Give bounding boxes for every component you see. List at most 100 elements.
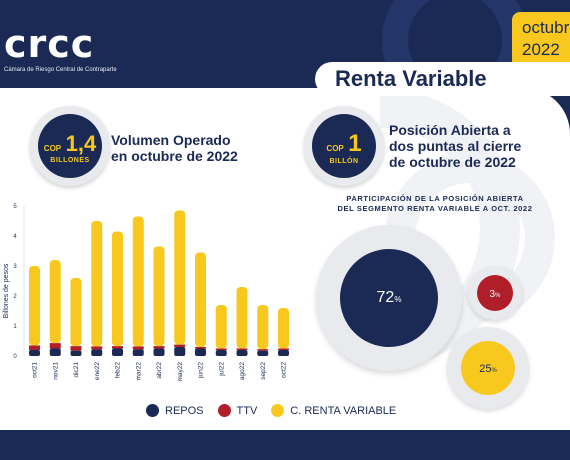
period-month: octubre: [522, 18, 570, 37]
ttv-share-unit: %: [495, 293, 501, 299]
y-tick-label: 4: [13, 234, 17, 240]
renta-share-value: 25: [479, 363, 492, 375]
bar-repos-ene22: [91, 349, 103, 356]
bar-c-renta-variable-may22: [174, 210, 186, 345]
bar-c-renta-variable-mar22: [132, 216, 144, 347]
x-tick-label: ene22: [94, 362, 101, 380]
legend-swatch-repos: [146, 404, 159, 417]
bar-ttv-jul22: [215, 348, 227, 350]
x-tick-label: sep22: [260, 362, 267, 380]
volume-title-line2: en octubre de 2022: [111, 148, 238, 164]
bar-c-renta-variable-jun22: [195, 252, 206, 347]
period-year: 2022: [522, 40, 560, 59]
y-tick-label: 1: [13, 324, 17, 330]
legend-label-repos: REPOS: [165, 404, 204, 417]
position-title-line1: Posición Abierta a: [389, 122, 511, 138]
legend-label-ttv: TTV: [236, 404, 258, 417]
bar-c-renta-variable-sep22: [257, 305, 269, 350]
bar-c-renta-variable-feb22: [112, 231, 123, 347]
legend-item-ttv: TTV: [217, 404, 258, 417]
volume-badge-currency: COP: [43, 144, 62, 153]
repos-share-value: 72: [376, 289, 395, 306]
x-tick-label: feb22: [115, 362, 122, 379]
brand: crcc Cámara de Riesgo Central de Contrap…: [4, 24, 117, 73]
renta-share-bubble: 25%: [447, 327, 529, 409]
repos-share-unit: %: [394, 295, 402, 304]
logo: crcc: [4, 22, 95, 66]
share-chart-title: PARTICIPACIÓN DE LA POSICIÓN ABIERTA DEL…: [300, 194, 570, 214]
bar-repos-dic21: [70, 350, 82, 356]
bar-repos-feb22: [112, 348, 123, 356]
bar-c-renta-variable-oct22: [278, 308, 289, 349]
bar-c-renta-variable-ago22: [236, 287, 248, 349]
bar-c-renta-variable-nov21: [49, 260, 61, 344]
x-tick-label: oct21: [32, 362, 39, 378]
volume-badge-unit: BILLONES: [50, 157, 90, 164]
bar-ttv-mar22: [132, 346, 144, 350]
repos-share-bubble: 72%: [316, 225, 462, 371]
bar-ttv-ene22: [91, 346, 103, 350]
y-tick-label: 3: [13, 264, 17, 270]
bar-ttv-may22: [174, 344, 186, 347]
y-axis-label: Billones de pesos: [3, 263, 10, 318]
legend-swatch-ttv: [217, 404, 231, 417]
bar-ttv-dic21: [70, 346, 82, 351]
section-title: Renta Variable: [315, 62, 570, 96]
bar-c-renta-variable-abr22: [153, 246, 165, 347]
position-badge-value: 1: [348, 130, 362, 157]
volume-title: Volumen Operado en octubre de 2022: [111, 132, 238, 164]
volume-badge: COP 1,4 BILLONES: [30, 106, 110, 186]
position-title-line2: dos puntas al cierre: [389, 138, 522, 154]
bar-repos-mar22: [132, 349, 144, 356]
period-tab: octubre 2022: [512, 12, 570, 68]
bar-repos-nov21: [49, 348, 61, 356]
x-tick-label: nov21: [52, 362, 59, 380]
position-badge: COP 1 BILLÓN: [304, 106, 384, 186]
volume-title-line1: Volumen Operado: [111, 132, 231, 148]
share-chart-title-line2: DEL SEGMENTO RENTA VARIABLE A OCT. 2022: [337, 204, 533, 213]
x-tick-label: abr22: [156, 362, 163, 379]
bar-ttv-oct21: [29, 345, 40, 350]
bar-ttv-nov21: [49, 343, 61, 349]
y-tick-label: 0: [13, 354, 17, 360]
footer-band: [0, 430, 570, 460]
logo-subtitle: Cámara de Riesgo Central de Contraparte: [4, 67, 117, 73]
bar-c-renta-variable-oct21: [29, 266, 40, 346]
bar-ttv-sep22: [257, 349, 269, 351]
bar-ttv-ago22: [236, 348, 248, 350]
bar-ttv-jun22: [195, 347, 206, 349]
x-tick-label: mar22: [135, 362, 142, 381]
bar-repos-sep22: [257, 350, 269, 356]
volume-badge-value: 1,4: [65, 131, 97, 156]
bar-repos-oct21: [29, 350, 40, 356]
legend-swatch-renta: [271, 404, 285, 417]
x-tick-label: jun22: [198, 362, 205, 379]
bar-c-renta-variable-jul22: [215, 305, 227, 349]
volume-bar-chart: 0 1 2 3 4 5 Billones de pesos oct21 nov21 dic21 en…: [3, 204, 289, 381]
chart-legend: REPOS TTV C. RENTA VARIABLE: [146, 404, 410, 417]
renta-share-unit: %: [491, 368, 497, 374]
bar-c-renta-variable-dic21: [70, 278, 82, 347]
position-title: Posición Abierta a dos puntas al cierre …: [389, 122, 521, 170]
bar-ttv-feb22: [112, 346, 123, 349]
legend-item-repos: REPOS: [146, 404, 204, 417]
bar-repos-abr22: [153, 348, 165, 356]
bar-repos-jul22: [215, 350, 227, 356]
x-tick-label: ago22: [239, 362, 246, 380]
position-badge-currency: COP: [326, 144, 344, 153]
bar-ttv-abr22: [153, 346, 165, 349]
y-tick-label: 2: [13, 294, 17, 300]
x-tick-label: jul22: [218, 362, 225, 377]
ttv-share-bubble: 3%: [468, 266, 522, 320]
legend-label-renta: C. RENTA VARIABLE: [290, 404, 397, 417]
share-chart-title-line1: PARTICIPACIÓN DE LA POSICIÓN ABIERTA: [346, 194, 524, 203]
x-tick-label: dic21: [73, 362, 80, 378]
ttv-share-value: 3: [489, 289, 496, 300]
bar-ttv-oct22: [278, 348, 289, 350]
x-tick-label: may22: [177, 362, 184, 381]
bar-repos-jun22: [195, 348, 206, 356]
bar-c-renta-variable-ene22: [91, 221, 103, 347]
y-tick-label: 5: [13, 204, 17, 210]
bar-repos-oct22: [278, 350, 289, 356]
legend-item-renta: C. RENTA VARIABLE: [271, 404, 396, 417]
